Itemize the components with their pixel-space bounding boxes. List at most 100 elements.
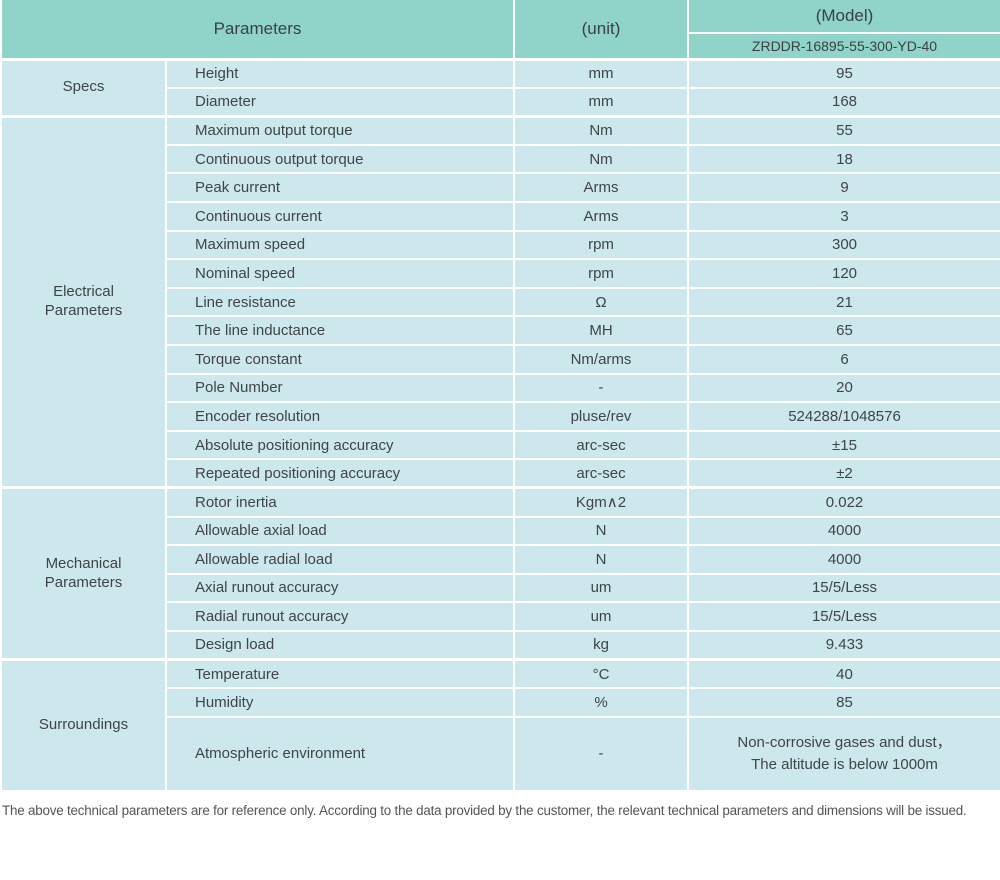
param-label: Repeated positioning accuracy: [165, 458, 515, 489]
param-label: Allowable radial load: [165, 544, 515, 575]
param-value: Non-corrosive gases and dust， The altitu…: [687, 715, 1000, 792]
param-unit: -: [513, 715, 689, 792]
param-label: Nominal speed: [165, 258, 515, 289]
param-unit: arc-sec: [513, 458, 689, 489]
param-unit: N: [513, 544, 689, 575]
param-value: ±15: [687, 429, 1000, 461]
param-label: Pole Number: [165, 372, 515, 404]
table-row: Encoder resolution pluse/rev 524288/1048…: [1, 401, 1000, 432]
param-unit: rpm: [513, 229, 689, 261]
param-value: 168: [687, 86, 1000, 118]
param-value: 20: [687, 372, 1000, 404]
table-row: Pole Number - 20: [1, 372, 1000, 404]
param-label: Maximum speed: [165, 229, 515, 261]
param-value: 95: [687, 57, 1000, 89]
param-label: Design load: [165, 629, 515, 661]
table-row: Maximum speed rpm 300: [1, 229, 1000, 261]
table-row: Absolute positioning accuracy arc-sec ±1…: [1, 429, 1000, 461]
header-unit: (unit): [513, 0, 689, 60]
table-row: Humidity % 85: [1, 687, 1000, 718]
section-label-mechanical: Mechanical Parameters: [0, 486, 167, 661]
param-value: 120: [687, 258, 1000, 289]
table-row: Diameter mm 168: [1, 86, 1000, 118]
table-row: Continuous output torque Nm 18: [1, 143, 1000, 175]
param-value: 6: [687, 343, 1000, 375]
param-label: Atmospheric environment: [165, 715, 515, 792]
param-value: ±2: [687, 458, 1000, 489]
param-label: Encoder resolution: [165, 401, 515, 432]
param-value: 524288/1048576: [687, 401, 1000, 432]
table-row: The line inductance MH 65: [1, 315, 1000, 346]
table-row: Specs Height mm 95: [0, 57, 1000, 118]
param-unit: arc-sec: [513, 429, 689, 461]
param-value: 300: [687, 229, 1000, 261]
param-unit: %: [513, 687, 689, 718]
param-unit: um: [513, 572, 689, 604]
table-row: Repeated positioning accuracy arc-sec ±2: [1, 458, 1000, 489]
param-label: Diameter: [165, 86, 515, 118]
param-label: Peak current: [165, 172, 515, 203]
param-unit: mm: [513, 86, 689, 118]
table-row: Design load kg 9.433: [1, 629, 1000, 661]
param-unit: um: [513, 601, 689, 632]
param-label: Torque constant: [165, 343, 515, 375]
section-label-electrical: Electrical Parameters: [0, 114, 167, 489]
table-row: Mechanical Parameters Rotor inertia Kgm∧…: [0, 486, 1000, 661]
param-value: 55: [687, 114, 1000, 146]
header-model: (Model): [687, 0, 1000, 34]
table-row: Radial runout accuracy um 15/5/Less: [1, 601, 1000, 632]
table-row: Peak current Arms 9: [1, 172, 1000, 203]
param-unit: Nm: [513, 143, 689, 175]
table-row: Torque constant Nm/arms 6: [1, 343, 1000, 375]
param-unit: Nm: [513, 114, 689, 146]
param-value: 4000: [687, 515, 1000, 547]
table-header: Parameters (unit) (Model) ZRDDR-16895-55…: [0, 0, 1000, 60]
table-row: Axial runout accuracy um 15/5/Less: [1, 572, 1000, 604]
param-label: Temperature: [165, 657, 515, 690]
param-label: Height: [165, 57, 515, 89]
param-value: 15/5/Less: [687, 601, 1000, 632]
param-unit: -: [513, 372, 689, 404]
param-unit: mm: [513, 57, 689, 89]
param-value: 9.433: [687, 629, 1000, 661]
parameters-table: Parameters (unit) (Model) ZRDDR-16895-55…: [0, 0, 1000, 792]
table-row: Allowable axial load N 4000: [1, 515, 1000, 547]
param-label: Continuous current: [165, 200, 515, 232]
section-label-text: Specs: [62, 78, 105, 96]
param-unit: rpm: [513, 258, 689, 289]
param-label: The line inductance: [165, 315, 515, 346]
section-label-specs: Specs: [0, 57, 167, 118]
footer-disclaimer: The above technical parameters are for r…: [2, 802, 967, 818]
table-row: Atmospheric environment - Non-corrosive …: [1, 715, 1000, 792]
param-label: Continuous output torque: [165, 143, 515, 175]
section-label-surroundings: Surroundings: [0, 657, 167, 792]
param-unit: Ω: [513, 286, 689, 318]
param-label: Line resistance: [165, 286, 515, 318]
param-label: Humidity: [165, 687, 515, 718]
param-label: Allowable axial load: [165, 515, 515, 547]
table-row: Nominal speed rpm 120: [1, 258, 1000, 289]
param-label: Absolute positioning accuracy: [165, 429, 515, 461]
param-value: 0.022: [687, 486, 1000, 518]
section-label-text: Electrical Parameters: [44, 283, 123, 320]
param-value: 18: [687, 143, 1000, 175]
param-unit: N: [513, 515, 689, 547]
param-label: Rotor inertia: [165, 486, 515, 518]
header-model-number: ZRDDR-16895-55-300-YD-40: [687, 32, 1000, 60]
table-row: Electrical Parameters Maximum output tor…: [0, 114, 1000, 489]
param-unit: kg: [513, 629, 689, 661]
param-label: Radial runout accuracy: [165, 601, 515, 632]
param-value: 9: [687, 172, 1000, 203]
param-unit: pluse/rev: [513, 401, 689, 432]
header-parameters: Parameters: [0, 0, 515, 60]
table-row: Continuous current Arms 3: [1, 200, 1000, 232]
param-value: 65: [687, 315, 1000, 346]
section-label-text: Mechanical Parameters: [44, 554, 123, 591]
section-label-text: Surroundings: [38, 715, 129, 733]
param-value: 85: [687, 687, 1000, 718]
param-unit: Kgm∧2: [513, 486, 689, 518]
param-value: 15/5/Less: [687, 572, 1000, 604]
param-unit: Arms: [513, 172, 689, 203]
param-value: 40: [687, 657, 1000, 690]
